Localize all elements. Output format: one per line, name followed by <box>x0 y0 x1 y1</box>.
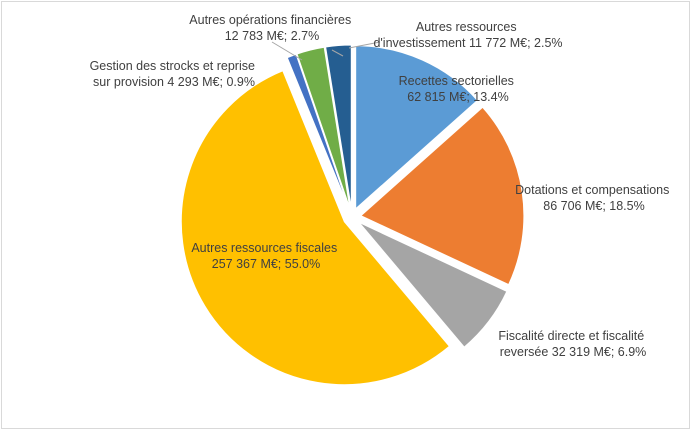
data-label-autres-ressources-fiscales: Autres ressources fiscales 257 367 M€; 5… <box>191 241 340 271</box>
label-name: Gestion des strocks et reprise <box>90 59 255 73</box>
label-value: 86 706 M€; 18.5% <box>543 199 644 213</box>
label-name: Fiscalité directe et fiscalité <box>498 329 644 343</box>
data-label-dotations: Dotations et compensations 86 706 M€; 18… <box>515 183 673 213</box>
data-label-autres-operations: Autres opérations financières 12 783 M€;… <box>189 13 354 43</box>
label-value: reversée 32 319 M€; 6.9% <box>500 345 647 359</box>
label-value: d'investissement 11 772 M€; 2.5% <box>373 36 562 50</box>
label-name: Autres ressources <box>416 20 517 34</box>
data-label-autres-investissement: Autres ressources d'investissement 11 77… <box>373 20 562 50</box>
label-name: Autres opérations financières <box>189 13 351 27</box>
pie-slice-4 <box>286 53 350 209</box>
label-value: 257 367 M€; 55.0% <box>212 257 320 271</box>
pie-slice-1 <box>360 106 525 286</box>
label-value: 12 783 M€; 2.7% <box>225 29 320 43</box>
label-value: sur provision 4 293 M€; 0.9% <box>93 75 255 89</box>
label-value: 62 815 M€; 13.4% <box>407 90 508 104</box>
leader-line-1 <box>331 49 344 57</box>
pie-slices <box>180 44 525 386</box>
pie-slice-5 <box>296 46 351 209</box>
label-name: Recettes sectorielles <box>399 74 514 88</box>
pie-slice-0 <box>355 45 479 210</box>
leader-line-0 <box>271 41 303 61</box>
pie-slice-6 <box>325 44 352 209</box>
label-name: Dotations et compensations <box>515 183 669 197</box>
leader-line-2 <box>348 41 381 49</box>
data-label-gestion-strocks: Gestion des strocks et reprise sur provi… <box>90 59 259 89</box>
pie-slice-3 <box>180 70 451 386</box>
data-labels: Recettes sectorielles 62 815 M€; 13.4% D… <box>90 13 673 359</box>
label-name: Autres ressources fiscales <box>191 241 337 255</box>
leader-lines <box>271 41 381 61</box>
data-label-fiscalite-directe: Fiscalité directe et fiscalité reversée … <box>498 329 647 359</box>
pie-slice-2 <box>358 222 508 348</box>
data-label-recettes-sectorielles: Recettes sectorielles 62 815 M€; 13.4% <box>399 74 518 104</box>
